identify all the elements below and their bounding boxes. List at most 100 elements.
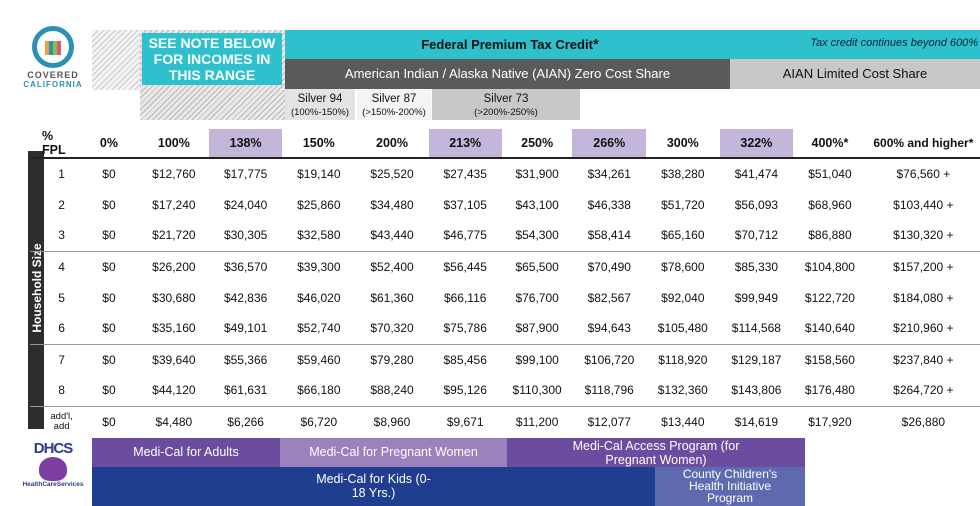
col-138: 138% — [209, 129, 283, 159]
income-cell: $0 — [79, 250, 139, 282]
income-cell: $85,330 — [719, 250, 794, 282]
income-cell: $46,775 — [443, 228, 487, 243]
income-cell: $85,456 — [428, 343, 502, 375]
medi-cal-access-program: Medi-Cal Access Program (for Pregnant Wo… — [507, 438, 805, 467]
income-cell: $114,568 — [731, 321, 781, 336]
household-size-cell: 4 — [30, 250, 80, 282]
income-cell: $26,880 — [866, 405, 980, 437]
income-cell: $0 — [102, 167, 116, 181]
income-cell: $54,300 — [515, 228, 559, 243]
covered-california-logo: COVERED CALIFORNIA — [12, 26, 94, 96]
income-cell: $27,435 — [443, 167, 487, 181]
income-cell: $118,796 — [584, 383, 634, 398]
silver-73: Silver 73 (>200%-250%) — [432, 89, 580, 120]
income-cell: $56,445 — [428, 250, 502, 282]
logo-icon — [32, 26, 74, 68]
income-cell: $24,040 — [223, 197, 268, 212]
income-cell: $130,320 + — [893, 228, 954, 243]
income-cell: $158,560 — [793, 343, 867, 375]
income-cell: $43,100 — [515, 197, 559, 212]
income-cell: $19,140 — [297, 167, 341, 181]
income-cell: $76,700 — [515, 290, 559, 305]
income-cell: $157,200 + — [866, 250, 980, 282]
income-cell: $31,900 — [515, 167, 559, 181]
heart-icon — [39, 457, 67, 481]
income-cell: $0 — [79, 405, 139, 437]
col-300: 300% — [646, 129, 720, 159]
table-row: 1 $0 $12,760 $17,775 $19,140 $25,520 $27,435 $3… — [30, 158, 980, 189]
income-cell: $17,920 — [793, 405, 867, 437]
income-cell: $38,280 — [661, 167, 705, 181]
income-cell: $76,560 + — [896, 167, 951, 181]
household-size-cell: 7 — [30, 343, 80, 375]
household-size-cell: 5 — [58, 290, 65, 305]
table-row: 7 $0 $39,640 $55,366 $59,460 $79,280 $85,456 $9… — [30, 343, 980, 375]
income-cell: $30,305 — [223, 228, 268, 243]
income-cell: $39,640 — [138, 343, 210, 375]
col-150: 150% — [282, 129, 356, 159]
income-cell: $34,480 — [370, 197, 414, 212]
income-cell: $86,880 — [808, 228, 852, 243]
income-cell: $103,440 + — [893, 197, 954, 212]
income-cell: $59,460 — [282, 343, 356, 375]
hatch-area — [92, 30, 140, 90]
income-cell: $21,720 — [152, 228, 196, 243]
income-cell: $12,760 — [152, 167, 196, 181]
income-cell: $9,671 — [428, 405, 502, 437]
col-0: 0% — [79, 129, 139, 159]
income-cell: $25,860 — [297, 197, 341, 212]
income-cell: $78,600 — [646, 250, 720, 282]
income-cell: $105,480 — [657, 321, 708, 336]
col-213: 213% — [428, 129, 502, 159]
income-cell: $70,712 — [734, 228, 779, 243]
household-size-cell: 6 — [58, 321, 65, 336]
note-box: SEE NOTE BELOW FOR INCOMES IN THIS RANGE — [142, 33, 282, 85]
col-100: 100% — [138, 129, 210, 159]
income-cell: $79,280 — [355, 343, 429, 375]
income-cell: $55,366 — [209, 343, 283, 375]
aian-limited-band: AIAN Limited Cost Share — [730, 59, 980, 89]
income-cell: $17,240 — [152, 197, 196, 212]
income-cell: $61,631 — [223, 383, 268, 398]
table-row: add'l, add $0 $4,480 $6,266 $6,720 $8,960 $9,6… — [30, 405, 980, 437]
medi-cal-kids: Medi-Cal for Kids (0-18 Yrs.) — [92, 467, 655, 506]
income-cell: $30,680 — [152, 290, 196, 305]
income-cell: $0 — [102, 321, 116, 336]
income-cell: $65,500 — [501, 250, 573, 282]
income-cell: $43,440 — [370, 228, 414, 243]
col-266: 266% — [572, 129, 647, 159]
income-cell: $13,440 — [646, 405, 720, 437]
income-cell: $46,338 — [587, 197, 631, 212]
income-cell: $0 — [102, 383, 116, 398]
income-cell: $49,101 — [223, 321, 268, 336]
income-cell: $118,920 — [646, 343, 720, 375]
income-cell: $99,949 — [734, 290, 779, 305]
income-cell: $70,490 — [572, 250, 647, 282]
income-cell: $37,105 — [443, 197, 487, 212]
income-cell: $87,900 — [515, 321, 559, 336]
logo-line2: CALIFORNIA — [23, 80, 83, 89]
fpl-income-table: % FPL 0% 100% 138% 150% 200% 213% 250% 2… — [30, 129, 980, 437]
income-cell: $0 — [102, 290, 116, 305]
income-cell: $6,266 — [209, 405, 283, 437]
table-row: 3 $0 $21,720 $30,305 $32,580 $43,440 $46,775 $5… — [30, 220, 980, 251]
table-row: 6 $0 $35,160 $49,101 $52,740 $70,320 $75,786 $8… — [30, 313, 980, 344]
silver-94: Silver 94 (100%-150%) — [285, 89, 355, 120]
income-cell: $44,120 — [152, 383, 196, 398]
income-cell: $32,580 — [297, 228, 341, 243]
income-cell: $143,806 — [731, 383, 782, 398]
income-cell: $70,320 — [370, 321, 414, 336]
income-cell: $12,077 — [572, 405, 647, 437]
income-cell: $61,360 — [370, 290, 414, 305]
income-cell: $17,775 — [223, 167, 268, 181]
income-cell: $264,720 + — [893, 383, 954, 398]
col-322: 322% — [719, 129, 794, 159]
table-row: 8 $0 $44,120 $61,631 $66,180 $88,240 $95,126 $1… — [30, 375, 980, 406]
income-cell: $14,619 — [719, 405, 794, 437]
federal-note: Tax credit continues beyond 600% — [810, 37, 978, 49]
income-cell: $184,080 + — [893, 290, 954, 305]
income-cell: $132,360 — [657, 383, 708, 398]
aian-zero-band: American Indian / Alaska Native (AIAN) Z… — [285, 59, 730, 89]
income-cell: $66,180 — [297, 383, 341, 398]
dhcs-logo: DHCS HealthCareServices — [20, 440, 86, 504]
